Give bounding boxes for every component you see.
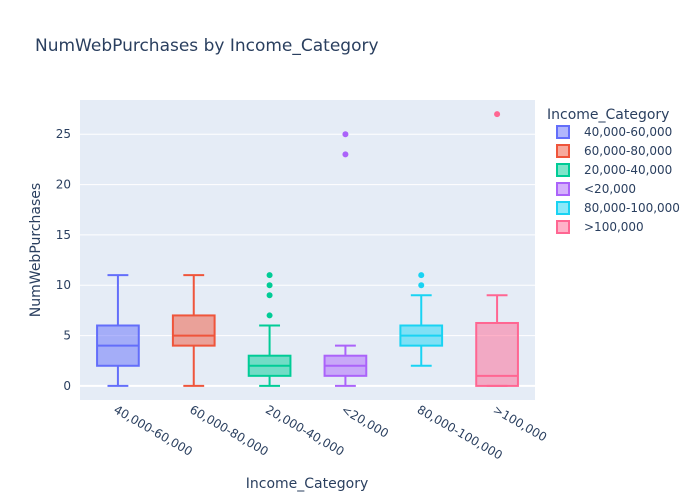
legend-item-label: 80,000-100,000 [584,201,680,215]
outlier-point [418,272,425,279]
box-4 [399,272,444,367]
legend-swatch [556,201,570,215]
legend-swatch [556,163,570,177]
box-1 [171,274,216,387]
legend: Income_Category 40,000-60,000 60,000-80,0… [547,107,680,234]
legend-item-label: 40,000-60,000 [584,125,672,139]
y-tick-label: 25 [56,127,71,141]
outlier-point [494,111,501,118]
x-axis-title: Income_Category [246,476,368,492]
outlier-point [342,151,349,158]
plot-area [80,100,535,400]
box-3 [323,131,368,387]
outlier-point [266,312,273,319]
x-tick-label: 20,000-40,000 [263,402,346,458]
box-5 [475,111,519,387]
x-axis-ticks: 40,000-60,00060,000-80,00020,000-40,000<… [111,402,549,462]
y-axis-title: NumWebPurchases [28,183,44,317]
legend-item-label: >100,000 [584,220,644,234]
iqr-box [171,314,216,347]
outlier-point [342,131,349,138]
y-tick-label: 15 [56,228,71,242]
legend-title: Income_Category [547,107,669,123]
y-tick-label: 10 [56,278,71,292]
legend-item-label: 20,000-40,000 [584,163,672,177]
y-tick-label: 5 [63,329,71,343]
chart-title: NumWebPurchases by Income_Category [35,36,379,56]
x-tick-label: 40,000-60,000 [111,402,194,458]
x-tick-label: 60,000-80,000 [187,402,270,458]
legend-item-label: <20,000 [584,182,636,196]
y-axis-ticks: 0 5 10 15 20 25 [56,127,71,393]
y-tick-label: 20 [56,178,71,192]
legend-swatch [556,182,570,196]
box-0 [96,274,140,387]
x-tick-label: >100,000 [491,402,550,444]
legend-item-label: 60,000-80,000 [584,144,672,158]
legend-swatch [556,125,570,139]
y-gridlines [80,133,535,387]
y-tick-label: 0 [63,379,71,393]
outlier-point [418,282,425,289]
outlier-point [266,282,273,289]
box-series [96,111,519,387]
x-tick-label: <20,000 [339,402,391,440]
outlier-point [266,272,273,279]
legend-swatch [556,220,570,234]
outlier-point [266,292,273,299]
box-2 [247,272,292,387]
legend-swatch [556,144,570,158]
